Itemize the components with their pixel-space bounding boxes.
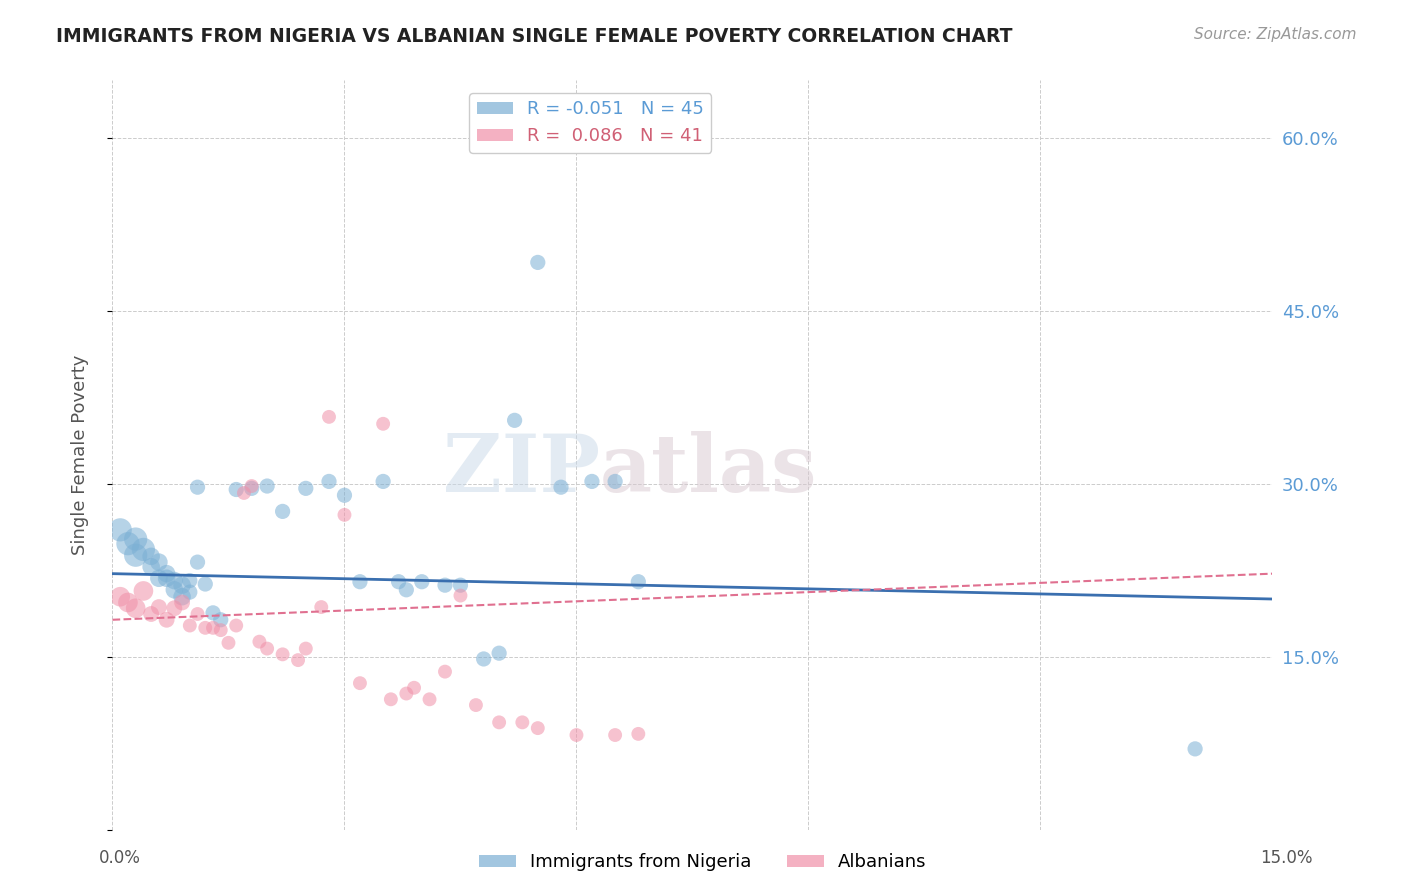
Point [233,486,256,500]
Text: 15.0%: 15.0% [1260,849,1313,867]
Point [271,504,294,518]
Point [380,692,402,706]
Point [371,417,394,431]
Point [434,578,457,592]
Point [333,488,356,502]
Point [450,589,472,603]
Point [1184,742,1206,756]
Legend: R = -0.051   N = 45, R =  0.086   N = 41: R = -0.051 N = 45, R = 0.086 N = 41 [470,93,711,153]
Point [605,475,627,489]
Point [333,508,356,522]
Point [148,600,170,615]
Point [512,715,534,730]
Point [318,409,340,424]
Point [249,634,271,648]
Point [404,681,426,695]
Point [581,475,603,489]
Point [295,641,318,656]
Point [225,618,247,632]
Point [464,698,488,712]
Text: IMMIGRANTS FROM NIGERIA VS ALBANIAN SINGLE FEMALE POVERTY CORRELATION CHART: IMMIGRANTS FROM NIGERIA VS ALBANIAN SING… [56,27,1012,45]
Point [550,480,572,494]
Point [488,715,510,730]
Point [240,479,263,493]
Point [627,727,650,741]
Point [419,692,441,706]
Point [256,641,278,656]
Point [172,595,194,609]
Text: Source: ZipAtlas.com: Source: ZipAtlas.com [1194,27,1357,42]
Point [488,646,510,660]
Point [186,555,209,569]
Point [605,728,627,742]
Point [240,481,263,495]
Point [565,728,588,742]
Point [179,618,201,632]
Point [124,548,148,562]
Point [503,413,526,427]
Point [450,578,472,592]
Point [194,577,217,591]
Point [156,566,179,581]
Point [141,559,163,574]
Point [163,601,186,615]
Point [472,652,495,666]
Point [202,606,225,620]
Point [194,621,217,635]
Point [349,574,371,589]
Point [172,578,194,592]
Text: ZIP: ZIP [443,431,599,509]
Point [309,600,333,615]
Point [179,585,201,599]
Point [202,621,225,635]
Point [156,571,179,585]
Point [527,255,550,269]
Point [527,721,550,735]
Point [163,582,186,597]
Point [148,571,170,585]
Point [148,555,170,569]
Point [141,549,163,564]
Point [110,590,132,604]
Point [225,483,247,497]
Point [110,523,132,537]
Point [271,648,294,662]
Point [132,542,155,557]
Point [141,607,163,621]
Point [124,601,148,615]
Point [395,687,418,701]
Point [132,583,155,598]
Point [434,665,457,679]
Point [156,613,179,627]
Point [186,607,209,621]
Point [209,613,232,627]
Point [117,537,139,551]
Point [371,475,394,489]
Point [256,479,278,493]
Point [209,623,232,637]
Y-axis label: Single Female Poverty: Single Female Poverty [70,355,89,555]
Point [411,574,433,589]
Point [287,653,309,667]
Point [395,582,418,597]
Point [318,475,340,489]
Text: 0.0%: 0.0% [98,849,141,867]
Point [388,574,411,589]
Text: atlas: atlas [599,431,817,509]
Point [163,574,186,588]
Legend: Immigrants from Nigeria, Albanians: Immigrants from Nigeria, Albanians [472,847,934,879]
Point [295,481,318,495]
Point [172,590,194,604]
Point [186,480,209,494]
Point [179,574,201,588]
Point [627,574,650,589]
Point [349,676,371,690]
Point [124,532,148,546]
Point [218,636,240,650]
Point [117,595,139,609]
